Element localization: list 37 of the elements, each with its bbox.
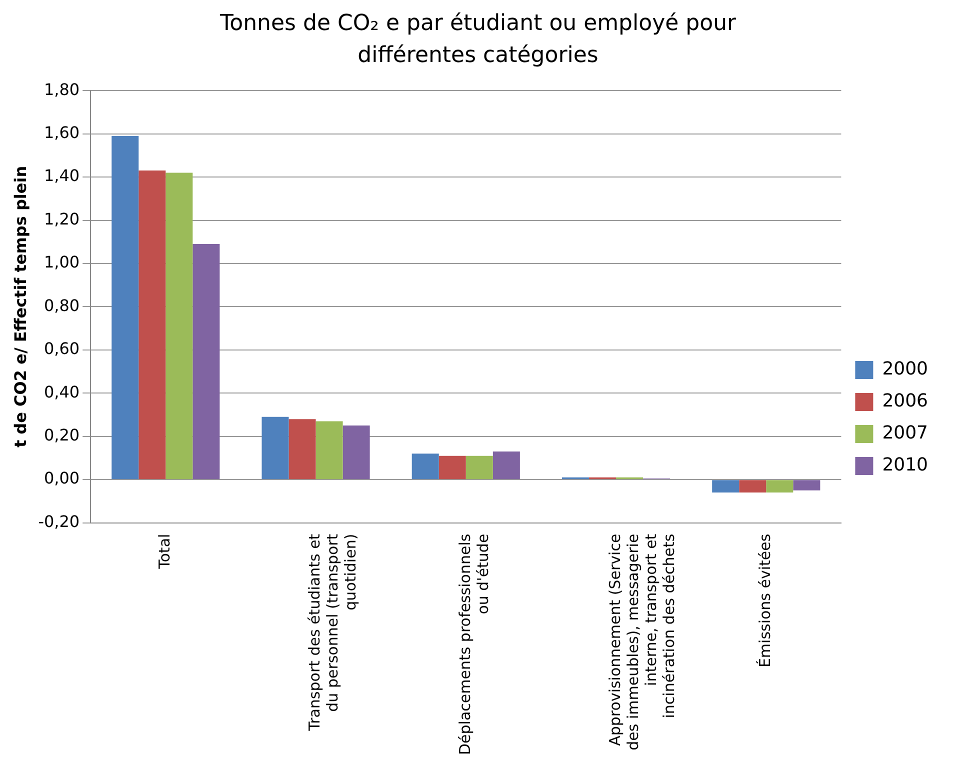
bar [793, 480, 820, 490]
bar [438, 456, 466, 480]
y-tick-label: 0,80 [44, 296, 80, 315]
bar [316, 421, 343, 480]
y-tick-label: 1,20 [44, 209, 80, 228]
x-tick-label: Transport des étudiants et du personnel (transport quotidien) [306, 534, 360, 732]
bar [739, 480, 766, 493]
bar [192, 244, 220, 480]
legend-label: 2000 [882, 358, 928, 380]
bar [712, 480, 740, 493]
y-tick-label: 0,20 [44, 426, 80, 445]
y-axis-title: t de CO2 e/ Effectif temps plein [10, 166, 30, 448]
x-tick-label: Déplacements professionnels ou d'étude [456, 534, 492, 756]
bar [262, 416, 289, 480]
legend-label: 2007 [882, 422, 928, 444]
bar [466, 456, 493, 480]
chart-title: Tonnes de CO₂ e par étudiant ou employé pour différentes catégories [218, 10, 738, 70]
bar [492, 451, 520, 480]
y-tick-label: 0,40 [44, 382, 80, 402]
bar [288, 419, 316, 480]
bar [412, 454, 439, 480]
y-tick-label: 1,80 [44, 80, 80, 99]
y-tick-label: 0,60 [44, 339, 80, 358]
legend-label: 2010 [882, 454, 928, 476]
bar [166, 172, 193, 480]
bar [342, 426, 370, 480]
y-tick-label: -0,20 [38, 512, 80, 531]
y-tick-label: 0,00 [44, 468, 80, 488]
x-tick-label: Total [156, 534, 174, 570]
bar [138, 170, 166, 480]
y-tick-label: 1,00 [44, 252, 80, 272]
x-tick-label: Émissions évitées [756, 534, 774, 668]
y-tick-label: 1,60 [44, 122, 80, 142]
legend-label: 2006 [882, 390, 928, 412]
bar [112, 136, 139, 480]
y-tick-label: 1,40 [44, 166, 80, 186]
bar [766, 480, 794, 493]
